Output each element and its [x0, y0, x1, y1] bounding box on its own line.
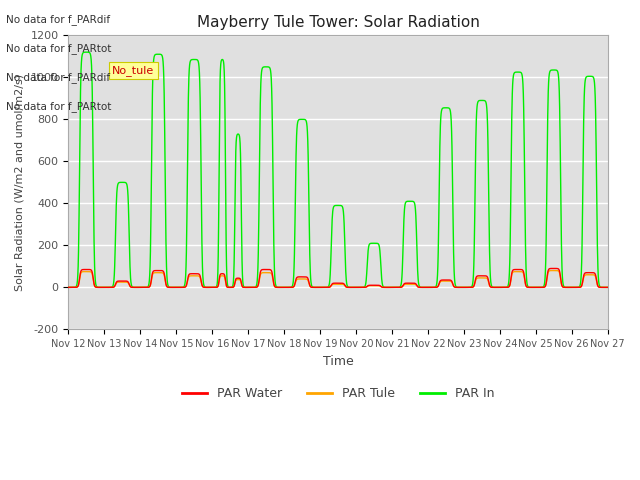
- Title: Mayberry Tule Tower: Solar Radiation: Mayberry Tule Tower: Solar Radiation: [196, 15, 479, 30]
- Text: No data for f_PARdif: No data for f_PARdif: [6, 14, 111, 25]
- Text: No_tule: No_tule: [112, 65, 154, 76]
- Legend: PAR Water, PAR Tule, PAR In: PAR Water, PAR Tule, PAR In: [177, 383, 499, 406]
- Y-axis label: Solar Radiation (W/m2 and umol/m2/s): Solar Radiation (W/m2 and umol/m2/s): [15, 74, 25, 291]
- Text: No data for f_PARtot: No data for f_PARtot: [6, 101, 112, 112]
- Text: No data for f_PARdif: No data for f_PARdif: [6, 72, 111, 83]
- Text: No data for f_PARtot: No data for f_PARtot: [6, 43, 112, 54]
- X-axis label: Time: Time: [323, 355, 353, 368]
